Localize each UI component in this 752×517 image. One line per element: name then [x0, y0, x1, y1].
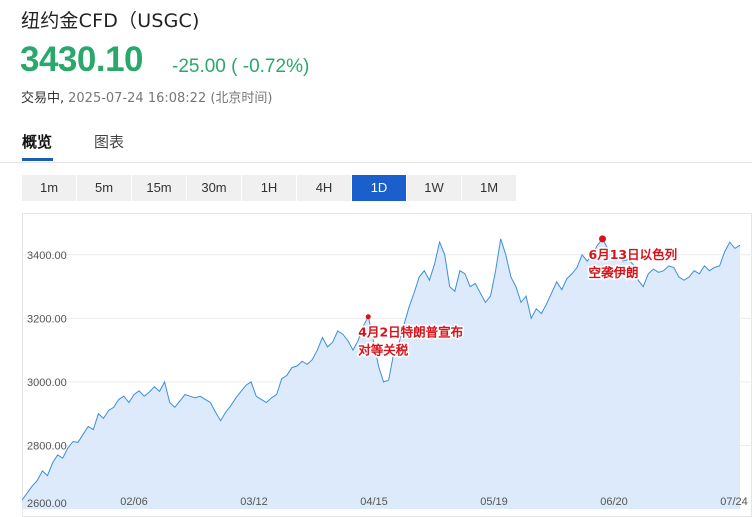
- x-tick-label: 03/12: [240, 496, 268, 508]
- event-annotation: 空袭伊朗: [589, 265, 639, 280]
- time-range-selector: 1m 5m 15m 30m 1H 4H 1D 1W 1M: [22, 175, 517, 201]
- y-tick-label: 3200.00: [27, 313, 67, 325]
- event-annotation: 4月2日特朗普宣布: [358, 325, 463, 340]
- event-annotation: 对等关税: [358, 343, 409, 358]
- range-1d-button[interactable]: 1D: [352, 175, 406, 201]
- range-30m-button[interactable]: 30m: [187, 175, 241, 201]
- y-tick-label: 2600.00: [27, 498, 67, 510]
- range-1h-button[interactable]: 1H: [242, 175, 296, 201]
- x-tick-label: 07/24: [720, 496, 748, 508]
- event-annotation: 6月13日以色列: [589, 247, 678, 262]
- x-tick-label: 05/19: [480, 496, 508, 508]
- range-5m-button[interactable]: 5m: [77, 175, 131, 201]
- timestamp: 2025-07-24 16:08:22 (北京时间): [68, 91, 273, 106]
- tab-bar: 概览 图表: [0, 127, 752, 163]
- last-price: 3430.10: [20, 40, 144, 79]
- event-marker: [365, 314, 371, 320]
- x-tick-label: 06/20: [600, 496, 628, 508]
- price-line: [22, 238, 741, 501]
- trading-status: 交易中, 2025-07-24 16:08:22 (北京时间): [21, 87, 273, 106]
- active-tab-indicator: [22, 158, 53, 161]
- x-tick-label: 02/06: [120, 496, 148, 508]
- tab-chart[interactable]: 图表: [94, 133, 125, 151]
- price-chart-svg[interactable]: 2600.00 2800.00 3000.00 3200.00 3400.00 02/06…: [22, 213, 752, 517]
- y-tick-label: 2800.00: [27, 440, 67, 452]
- range-1m-month-button[interactable]: 1M: [462, 175, 516, 201]
- range-1w-button[interactable]: 1W: [407, 175, 461, 201]
- instrument-title: 纽约金CFD（USGC): [21, 10, 200, 32]
- status-text: 交易中,: [21, 91, 65, 106]
- range-4h-button[interactable]: 4H: [297, 175, 351, 201]
- x-tick-label: 04/15: [360, 496, 388, 508]
- event-marker: [599, 235, 607, 243]
- y-tick-label: 3400.00: [27, 250, 67, 262]
- tab-overview[interactable]: 概览: [22, 133, 53, 151]
- range-1m-button[interactable]: 1m: [22, 175, 76, 201]
- y-tick-label: 3000.00: [27, 377, 67, 389]
- price-chart[interactable]: 2600.00 2800.00 3000.00 3200.00 3400.00 02/06…: [22, 213, 752, 517]
- price-change: -25.00 ( -0.72%): [172, 56, 310, 77]
- range-15m-button[interactable]: 15m: [132, 175, 186, 201]
